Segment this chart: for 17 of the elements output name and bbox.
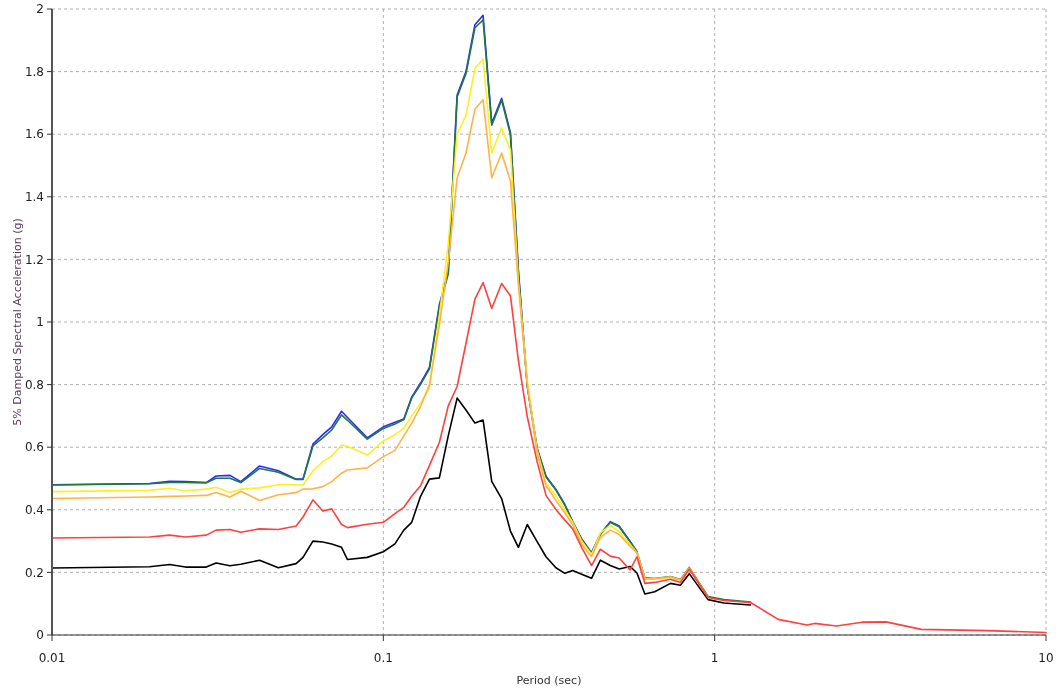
y-tick-label: 1.4 xyxy=(24,190,44,204)
x-tick-label: 0.1 xyxy=(373,651,393,665)
x-tick-label: 0.01 xyxy=(38,651,66,665)
x-tick-label: 1 xyxy=(710,651,719,665)
y-tick-label: 1.6 xyxy=(24,127,44,142)
y-tick-label: 0 xyxy=(36,628,44,643)
y-tick-label: 2 xyxy=(36,2,44,17)
y-tick-label: 1.2 xyxy=(24,252,44,267)
y-tick-label: 0.2 xyxy=(24,565,44,580)
y-tick-label: 0.6 xyxy=(24,440,44,455)
y-tick-label: 1 xyxy=(36,315,44,330)
x-tick-label: 10 xyxy=(1038,651,1054,665)
y-tick-label: 0.4 xyxy=(24,503,44,517)
x-axis-title: Period (sec) xyxy=(516,674,582,687)
y-tick-label: 1.8 xyxy=(24,64,44,79)
y-tick-label: 0.8 xyxy=(24,377,44,392)
y-axis-title: 5% Damped Spectral Acceleration (g) xyxy=(11,218,24,426)
